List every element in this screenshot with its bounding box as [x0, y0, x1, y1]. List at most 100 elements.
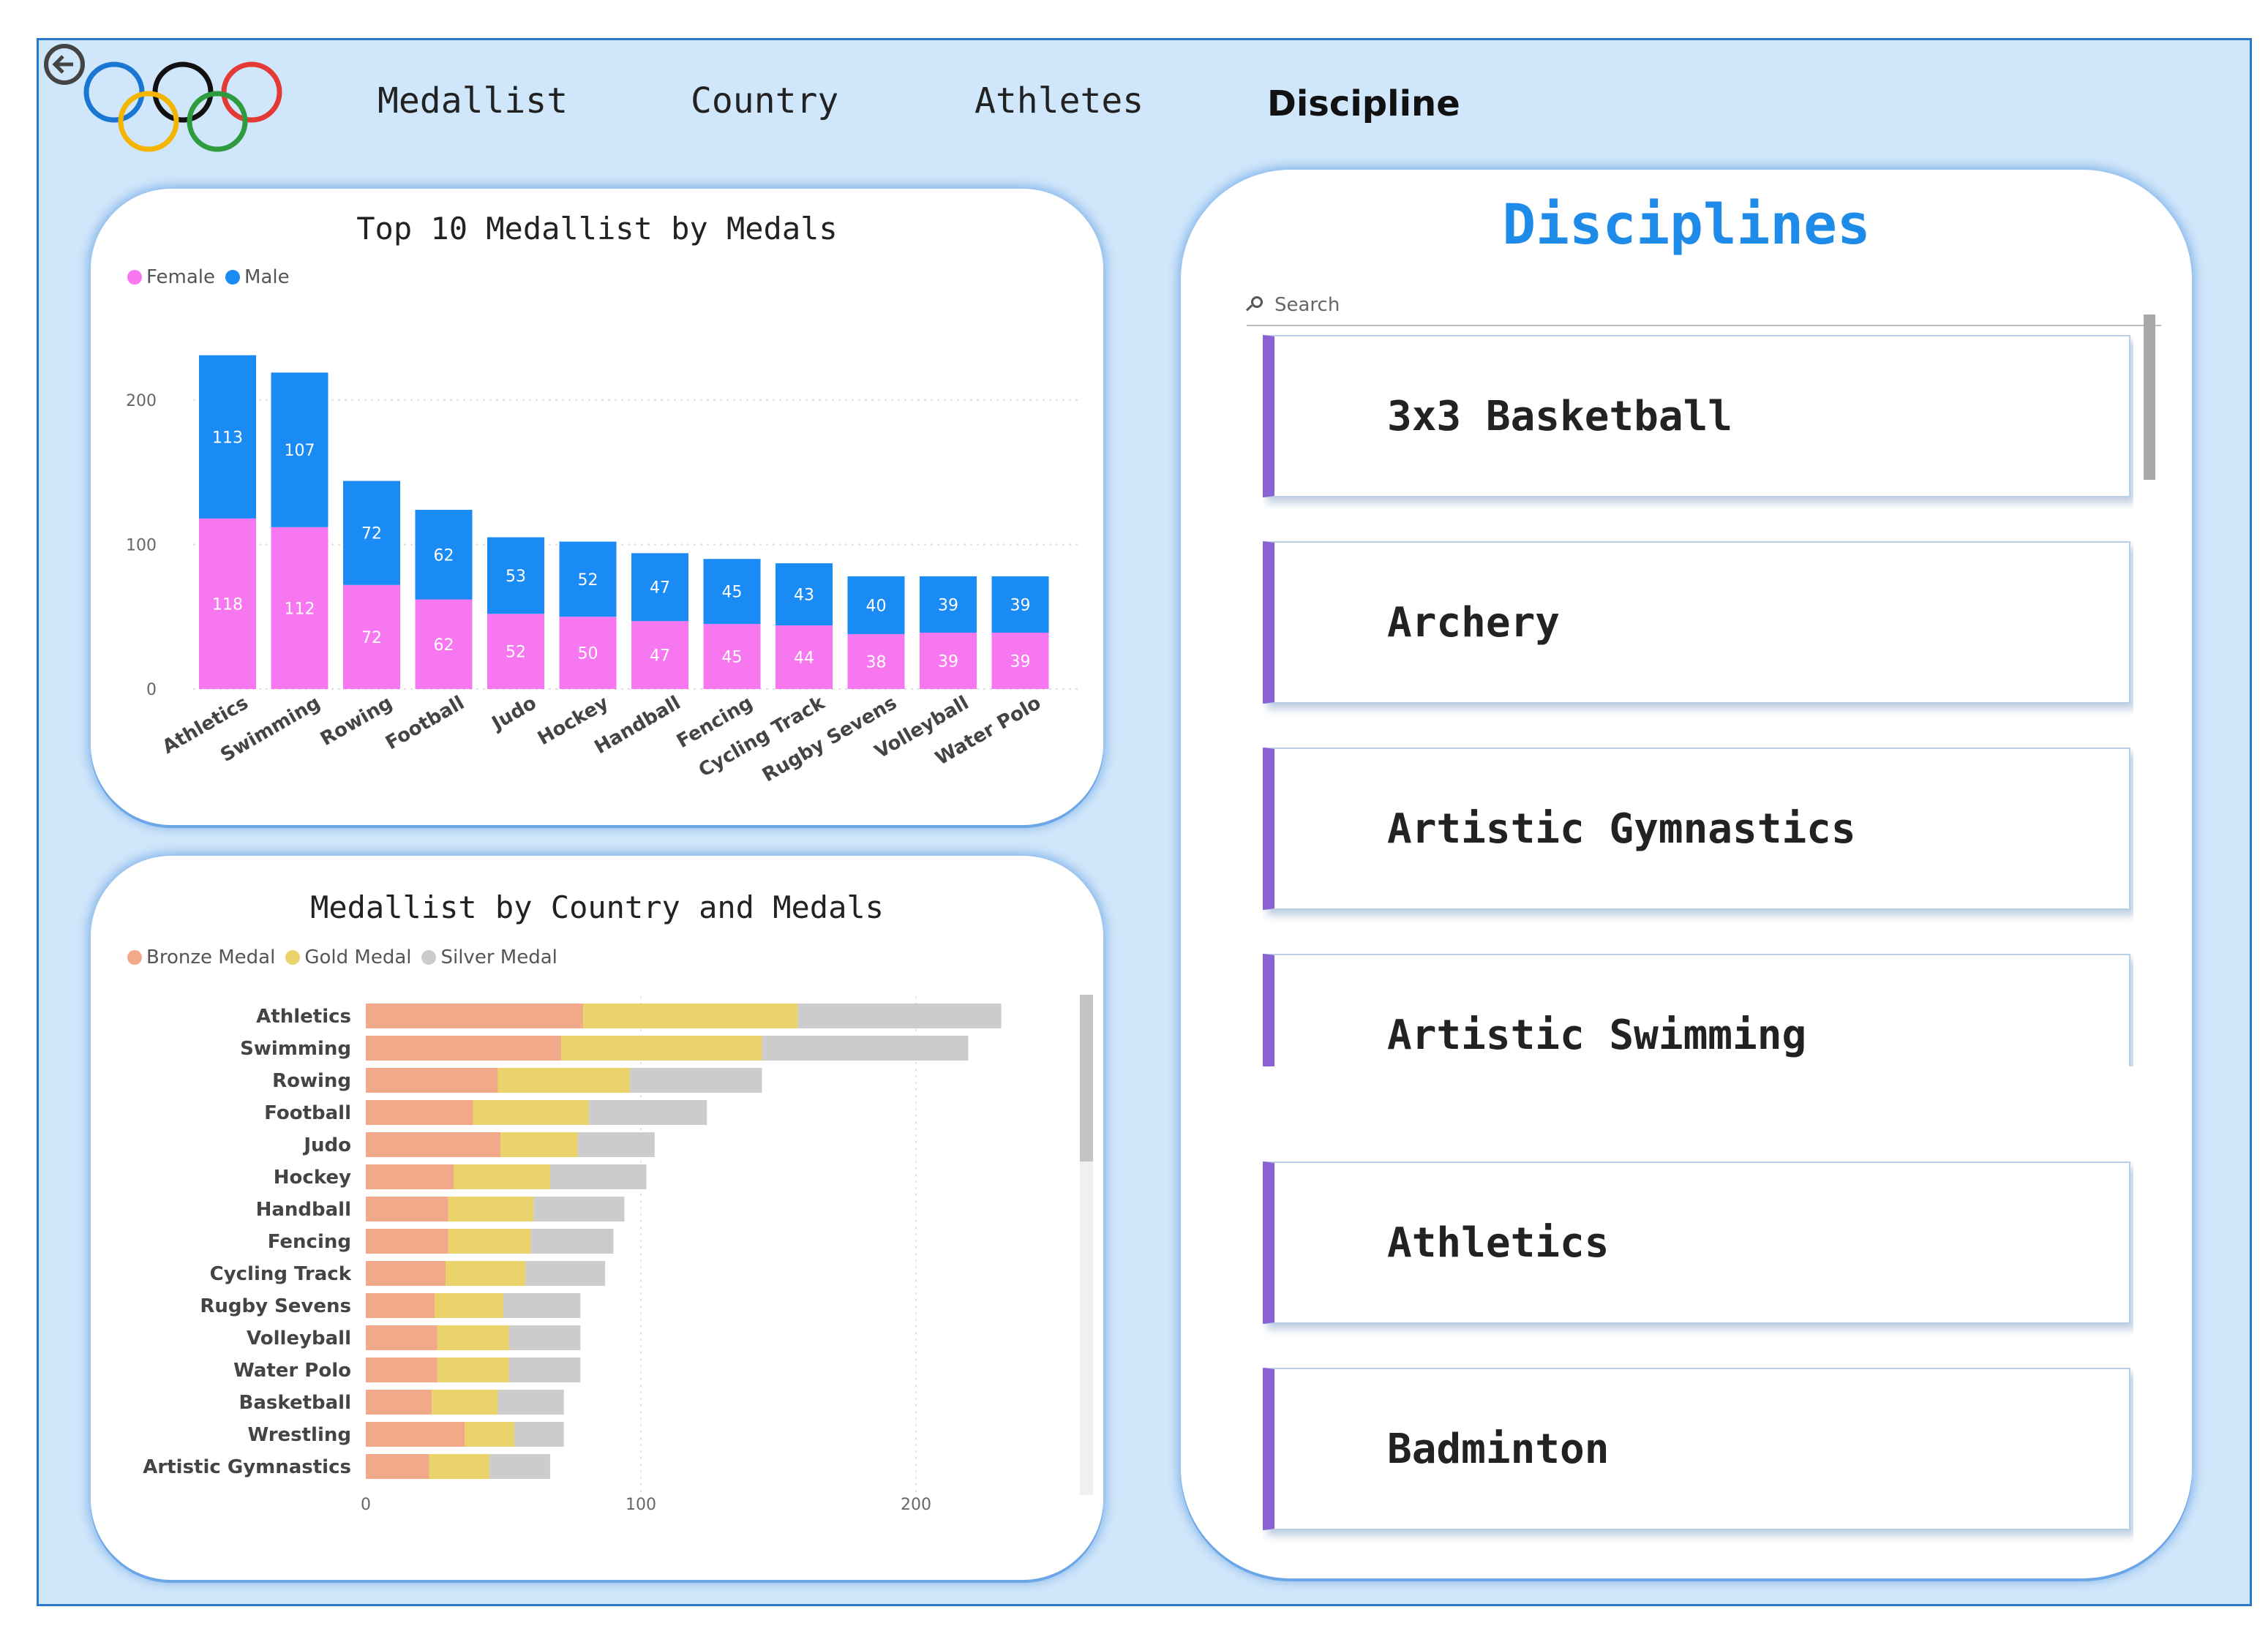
bar-bronze-medal-rugby-sevens [366, 1293, 435, 1318]
y-tick-label-basketball: Basketball [239, 1392, 351, 1414]
legend-item-female[interactable]: Female [127, 266, 215, 288]
legend-label-silver: Silver Medal [440, 946, 557, 968]
legend-dot-silver [421, 950, 437, 965]
bar-male-rugby-sevens [847, 576, 905, 634]
x-tick-label-football: Football [382, 692, 468, 754]
search-box[interactable]: Search [1247, 285, 2161, 326]
y-tick-label-volleyball: Volleyball [247, 1328, 351, 1349]
bar-female-water-polo [991, 632, 1049, 689]
chart-scrollbar[interactable] [1080, 995, 1093, 1495]
data-label-female-athletics: 118 [212, 595, 243, 614]
bar-silver-medal-basketball [497, 1390, 564, 1415]
bar-gold-medal-judo [500, 1132, 578, 1157]
bar-female-rugby-sevens [847, 633, 905, 689]
slicer-item-badminton[interactable]: Badminton [1263, 1368, 2130, 1530]
slicer-item-artistic-gymnastics[interactable]: Artistic Gymnastics [1263, 748, 2130, 910]
bar-silver-medal-fencing [530, 1229, 614, 1254]
data-label-female-water-polo: 39 [1010, 652, 1031, 671]
bar-gold-medal-swimming [560, 1036, 762, 1061]
data-label-male-volleyball: 39 [938, 596, 958, 614]
bar-male-athletics [199, 355, 256, 519]
bar-female-football [415, 599, 473, 689]
slicer-item-3x3-basketball[interactable]: 3x3 Basketball [1263, 335, 2130, 497]
data-label-female-cycling-track: 44 [794, 650, 814, 668]
y-tick-label-hockey: Hockey [274, 1167, 351, 1189]
y-tick-label-athletics: Athletics [256, 1006, 351, 1028]
disciplines-scrollbar[interactable] [2144, 315, 2155, 1061]
y-tick-label-1: 100 [126, 536, 157, 554]
bar-silver-medal-football [588, 1100, 707, 1125]
data-label-male-athletics: 113 [212, 429, 243, 447]
bar-female-hockey [559, 617, 617, 689]
data-label-male-football: 62 [434, 546, 454, 565]
data-label-female-fencing: 45 [722, 649, 743, 667]
y-tick-label-artistic-gymnastics: Artistic Gymnastics [143, 1456, 351, 1478]
bar-gold-medal-fencing [448, 1229, 531, 1254]
x-tick-label-0: 0 [361, 1496, 371, 1514]
bar-female-handball [631, 621, 688, 689]
bar-gold-medal-rowing [497, 1068, 630, 1093]
country-medals-card: Medallist by Country and Medals Bronze M… [91, 856, 1103, 1580]
legend-item-silver[interactable]: Silver Medal [421, 946, 557, 968]
nav-country[interactable]: Country [691, 80, 839, 121]
bar-gold-medal-basketball [432, 1390, 498, 1415]
bar-female-rowing [343, 584, 400, 689]
search-input[interactable]: Search [1274, 294, 1340, 316]
y-tick-label-0: 0 [146, 681, 157, 699]
olympic-rings-logo [83, 61, 282, 152]
legend-dot-male [225, 270, 241, 285]
data-label-female-judo: 52 [506, 644, 526, 662]
legend-label-bronze: Bronze Medal [146, 946, 276, 968]
data-label-male-swimming: 107 [285, 442, 315, 460]
legend-item-male[interactable]: Male [225, 266, 290, 288]
data-label-male-handball: 47 [650, 579, 670, 598]
bar-silver-medal-handball [533, 1197, 625, 1221]
legend-label-gold: Gold Medal [304, 946, 412, 968]
y-tick-label-handball: Handball [256, 1199, 351, 1221]
bar-male-rowing [343, 481, 400, 585]
bar-gold-medal-wrestling [465, 1422, 515, 1447]
disciplines-list: 3x3 Basketball Archery Artistic Gymnasti… [1263, 335, 2133, 1066]
bar-female-volleyball [920, 632, 977, 689]
bar-female-swimming [271, 527, 328, 689]
x-tick-label-2: 200 [901, 1496, 931, 1514]
disciplines-scrollbar-thumb[interactable] [2144, 315, 2155, 480]
disciplines-title: Disciplines [1502, 192, 1871, 257]
y-tick-label-rowing: Rowing [272, 1070, 351, 1092]
chart-title-country-medals: Medallist by Country and Medals [310, 889, 884, 925]
bar-bronze-medal-handball [366, 1197, 448, 1221]
bar-bronze-medal-judo [366, 1132, 501, 1157]
x-tick-label-judo: Judo [487, 692, 541, 735]
bar-female-judo [487, 614, 544, 689]
bar-female-fencing [703, 624, 761, 689]
country-medals-chart: 0 100 200 Athletics Swimming Rowing Football Ju… [143, 996, 1002, 1514]
slicer-item-archery[interactable]: Archery [1263, 541, 2130, 704]
nav-discipline[interactable]: Discipline [1267, 83, 1460, 124]
bar-male-cycling-track [776, 563, 833, 626]
bar-male-judo [487, 537, 544, 614]
nav-medallist[interactable]: Medallist [378, 80, 568, 121]
bar-bronze-medal-hockey [366, 1164, 454, 1189]
disciplines-list-continued: Athletics Badminton [1263, 1162, 2133, 1571]
bar-silver-medal-volleyball [508, 1325, 581, 1350]
chart-scrollbar-thumb[interactable] [1080, 995, 1093, 1162]
legend-item-bronze[interactable]: Bronze Medal [127, 946, 275, 968]
y-tick-label-football: Football [264, 1102, 351, 1124]
bar-gold-medal-athletics [583, 1004, 798, 1028]
back-arrow-icon[interactable] [44, 44, 85, 85]
bar-bronze-medal-athletics [366, 1004, 584, 1028]
slicer-item-artistic-swimming[interactable]: Artistic Swimming [1263, 954, 2130, 1066]
disciplines-card: Disciplines Search 3x3 Basketball Archer… [1181, 170, 2192, 1578]
bar-gold-medal-water-polo [437, 1358, 509, 1382]
bar-gold-medal-hockey [454, 1164, 550, 1189]
bar-gold-medal-football [473, 1100, 589, 1125]
data-label-male-fencing: 45 [722, 584, 743, 602]
legend-dot-gold [285, 950, 301, 965]
slicer-item-athletics[interactable]: Athletics [1263, 1162, 2130, 1324]
bar-male-football [415, 510, 473, 600]
data-label-female-hockey: 50 [578, 645, 598, 663]
y-tick-label-water-polo: Water Polo [233, 1360, 351, 1382]
nav-athletes[interactable]: Athletes [975, 80, 1144, 121]
legend-item-gold[interactable]: Gold Medal [285, 946, 411, 968]
bar-female-athletics [199, 518, 256, 689]
